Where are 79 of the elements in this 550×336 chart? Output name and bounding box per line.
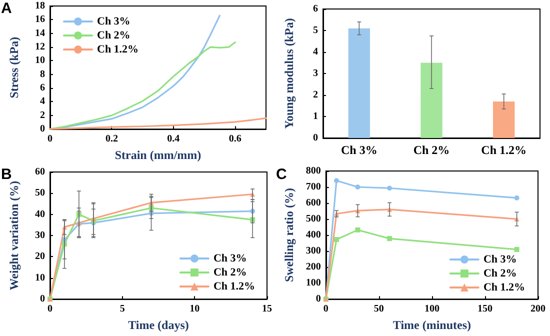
bar <box>492 101 515 138</box>
text: C <box>276 166 287 183</box>
x-tick-label: Ch 1.2% <box>481 143 527 157</box>
point <box>355 184 360 190</box>
y-tick-label: 6 <box>40 82 45 94</box>
y-tick-label: 40 <box>35 208 45 220</box>
y-tick-label: 700 <box>306 182 321 193</box>
legend-label: Ch 1.2% <box>213 280 255 292</box>
point <box>334 237 340 242</box>
y-tick-label: 8 <box>40 68 45 80</box>
y-tick-label: 12 <box>35 42 45 53</box>
legend-label: Ch 2% <box>97 30 130 42</box>
y-axis-title: Stress (kPa) <box>7 36 21 98</box>
point <box>514 195 520 200</box>
y-tick-label: 10 <box>35 272 45 284</box>
text: B <box>1 166 12 183</box>
x-tick-label: 0.6 <box>228 134 242 145</box>
y-tick-label: 600 <box>306 198 321 209</box>
x-axis-title: Time (days) <box>128 318 189 332</box>
legend-label: Ch 2% <box>213 266 247 278</box>
x-tick-label: 5 <box>120 304 125 315</box>
y-tick-label: 2 <box>313 90 318 100</box>
point <box>355 227 360 232</box>
y-tick-label: 400 <box>306 230 321 241</box>
y-tick-label: 0 <box>316 294 321 305</box>
x-tick-label: 15 <box>262 304 272 315</box>
y-axis-title: Weight variation (%) <box>7 180 21 290</box>
x-tick-label: 0 <box>48 304 52 315</box>
legend-label: Ch 3% <box>213 252 247 264</box>
line-series <box>49 41 236 130</box>
x-tick-label: 0 <box>323 304 328 315</box>
y-axis-title: Young modulus (kPa) <box>282 18 296 129</box>
y-tick-label: 500 <box>306 214 321 225</box>
point <box>387 186 392 191</box>
x-tick-label: 100 <box>424 304 440 315</box>
x-axis-title: Time (minutes) <box>392 318 472 332</box>
y-tick-label: 20 <box>35 251 45 262</box>
y-tick-label: 10 <box>35 55 45 66</box>
y-tick-label: 0 <box>40 294 45 305</box>
x-tick-label: 150 <box>477 304 492 315</box>
y-tick-label: 4 <box>40 96 45 108</box>
y-tick-label: 3 <box>313 68 318 79</box>
point <box>334 178 340 184</box>
legend-label: Ch 1.2% <box>97 44 139 56</box>
y-tick-label: 2 <box>40 110 45 121</box>
x-tick-label: 0.2 <box>105 134 118 145</box>
y-tick-label: 16 <box>35 14 45 26</box>
x-tick-label: 0 <box>48 134 52 145</box>
y-tick-label: 300 <box>306 246 321 257</box>
point <box>514 246 520 252</box>
x-tick-label: 0.4 <box>167 134 180 145</box>
y-tick-label: 100 <box>306 278 321 289</box>
y-tick-label: 60 <box>35 166 45 178</box>
legend-label: Ch 2% <box>483 268 517 280</box>
x-tick-label: 50 <box>374 304 384 315</box>
bar <box>420 62 442 138</box>
y-tick-label: 18 <box>35 0 45 12</box>
x-axis-title: Strain (mm/mm) <box>114 148 202 162</box>
x-tick-label: Ch 2% <box>413 143 450 157</box>
y-tick-label: 30 <box>35 230 45 242</box>
legend-label: Ch 3% <box>97 16 130 28</box>
x-tick-label: Ch 3% <box>340 143 378 157</box>
y-tick-label: 5 <box>313 25 318 36</box>
y-tick-label: 50 <box>35 188 45 199</box>
y-axis-title: Swelling ratio (%) <box>282 188 296 282</box>
y-tick-label: 800 <box>306 166 321 176</box>
y-tick-label: 0 <box>40 124 45 135</box>
point <box>387 236 392 242</box>
legend-label: Ch 3% <box>483 254 517 266</box>
legend-label: Ch 1.2% <box>483 282 525 294</box>
text: A <box>1 0 12 17</box>
x-tick-label: 200 <box>530 304 546 315</box>
x-tick-label: 10 <box>190 304 200 315</box>
y-tick-label: 200 <box>306 262 321 273</box>
y-tick-label: 4 <box>313 46 318 58</box>
y-tick-label: 6 <box>313 4 318 14</box>
y-tick-label: 14 <box>35 28 45 39</box>
y-tick-label: 1 <box>313 111 318 122</box>
bar <box>348 28 370 138</box>
